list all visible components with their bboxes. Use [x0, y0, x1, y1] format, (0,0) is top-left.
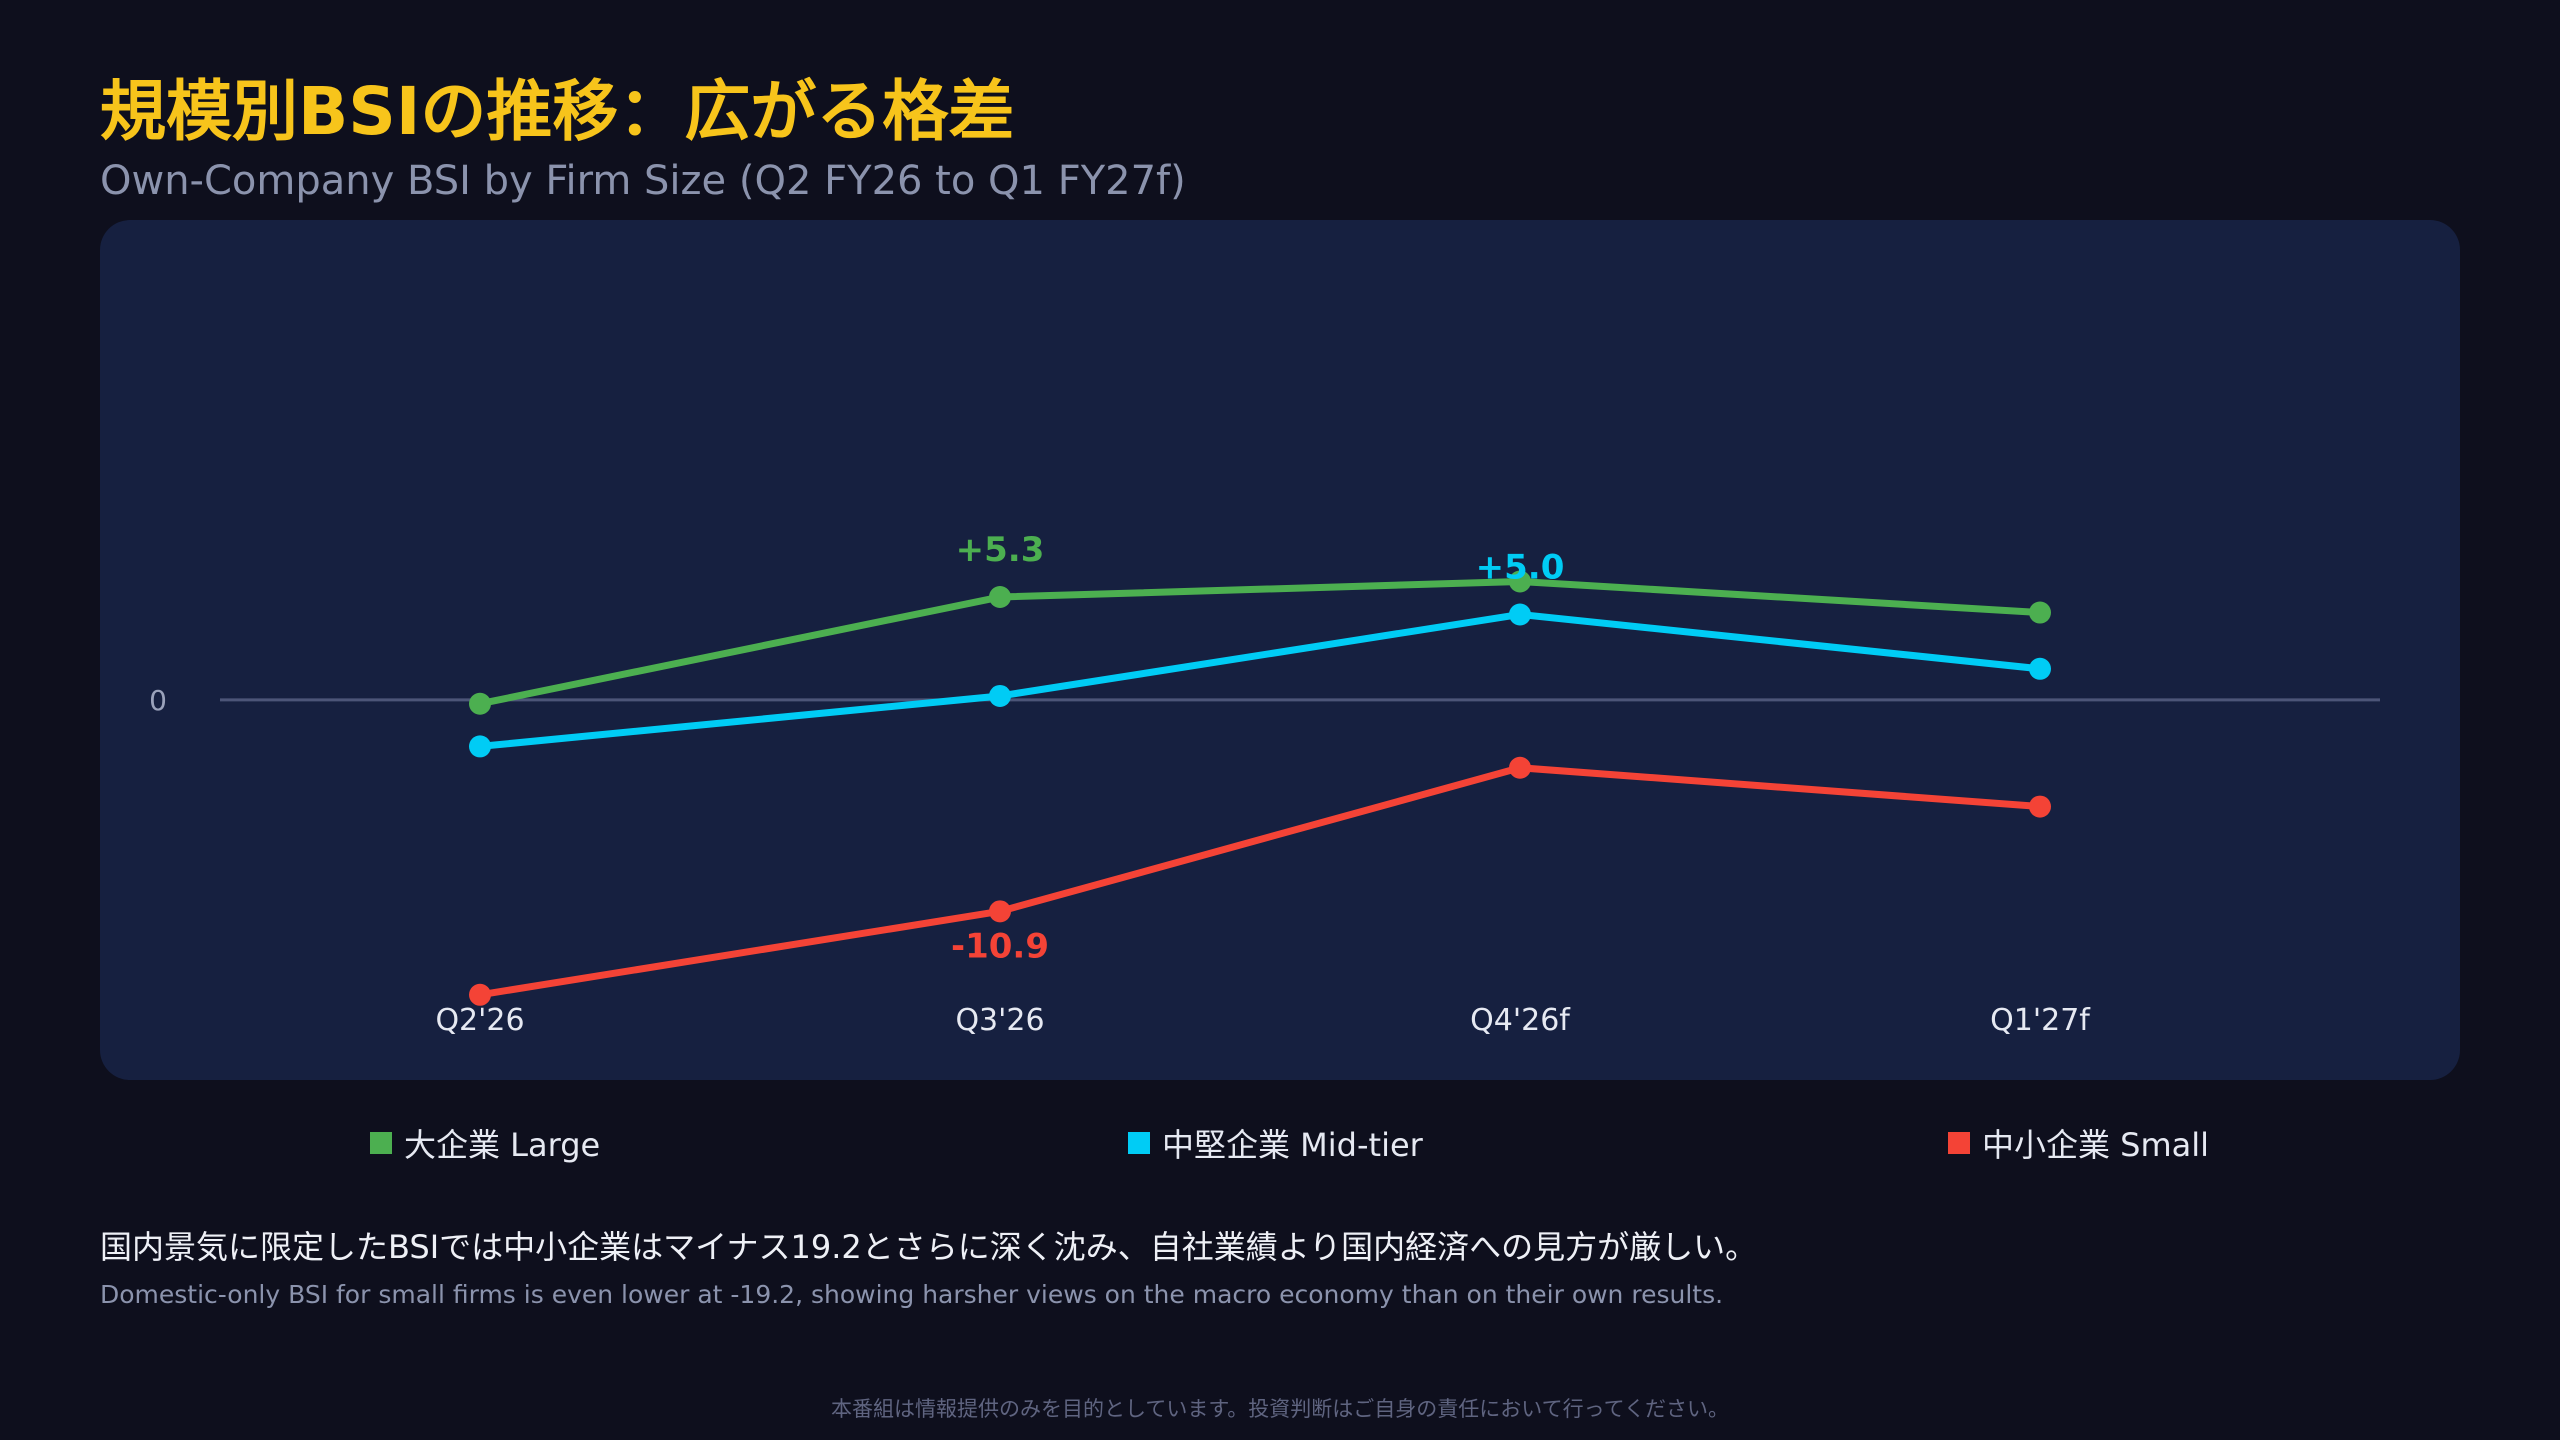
- x-tick-label: Q1'27f: [1990, 1003, 2091, 1038]
- data-point-small: [2029, 795, 2051, 818]
- data-label: -10.9: [951, 926, 1049, 966]
- data-point-mid-tier: [469, 735, 491, 758]
- y-tick-label: 0: [149, 684, 167, 717]
- series-line-large: [476, 577, 2044, 708]
- data-point-large: [989, 586, 1011, 609]
- chart-legend: 大企業 Large 中堅企業 Mid-tier 中小企業 Small: [0, 1120, 2560, 1170]
- legend-label-small: 中小企業 Small: [1982, 1126, 2210, 1164]
- data-point-small: [1509, 756, 1531, 779]
- page-subtitle: Own-Company BSI by Firm Size (Q2 FY26 to…: [100, 158, 1186, 204]
- series-line-mid-tier: [476, 610, 2044, 750]
- disclaimer: 本番組は情報提供のみを目的としています。投資判断はご自身の責任において行ってくだ…: [831, 1397, 1729, 1421]
- legend-item-large: 大企業 Large: [370, 1120, 600, 1166]
- note-japanese: 国内景気に限定したBSIでは中小企業はマイナス19.2とさらに深く沈み、自社業績…: [100, 1228, 1758, 1266]
- data-point-large: [469, 692, 491, 715]
- note-english: Domestic-only BSI for small firms is eve…: [100, 1280, 1724, 1309]
- data-point-large: [2029, 601, 2051, 624]
- x-tick-label: Q3'26: [955, 1003, 1044, 1038]
- legend-swatch-large: [370, 1132, 392, 1154]
- legend-item-mid-tier: 中堅企業 Mid-tier: [1128, 1120, 1423, 1166]
- data-label: +5.3: [956, 530, 1045, 570]
- legend-label-large: 大企業 Large: [404, 1126, 601, 1164]
- data-point-mid-tier: [1509, 603, 1531, 626]
- legend-swatch-small: [1948, 1132, 1970, 1154]
- legend-item-small: 中小企業 Small: [1948, 1120, 2209, 1166]
- line-chart: 0 Q2'26 Q3'26 Q4'26f Q1'27f +5.3 +5.0 -10.9: [149, 530, 2380, 1038]
- data-point-small: [469, 983, 491, 1006]
- legend-label-mid-tier: 中堅企業 Mid-tier: [1162, 1126, 1423, 1164]
- x-tick-label: Q2'26: [435, 1003, 524, 1038]
- data-point-mid-tier: [989, 684, 1011, 707]
- page-title: 規模別BSIの推移：広がる格差: [100, 73, 1015, 150]
- data-point-mid-tier: [2029, 657, 2051, 680]
- data-point-small: [989, 900, 1011, 923]
- series-line-small: [476, 764, 2044, 999]
- x-tick-label: Q4'26f: [1470, 1003, 1571, 1038]
- chart-panel: 0 Q2'26 Q3'26 Q4'26f Q1'27f +5.3 +5.0 -10.9: [100, 220, 2460, 1080]
- legend-swatch-mid-tier: [1128, 1132, 1150, 1154]
- data-point-large: [1509, 570, 1531, 593]
- data-label: +5.0: [1476, 547, 1565, 587]
